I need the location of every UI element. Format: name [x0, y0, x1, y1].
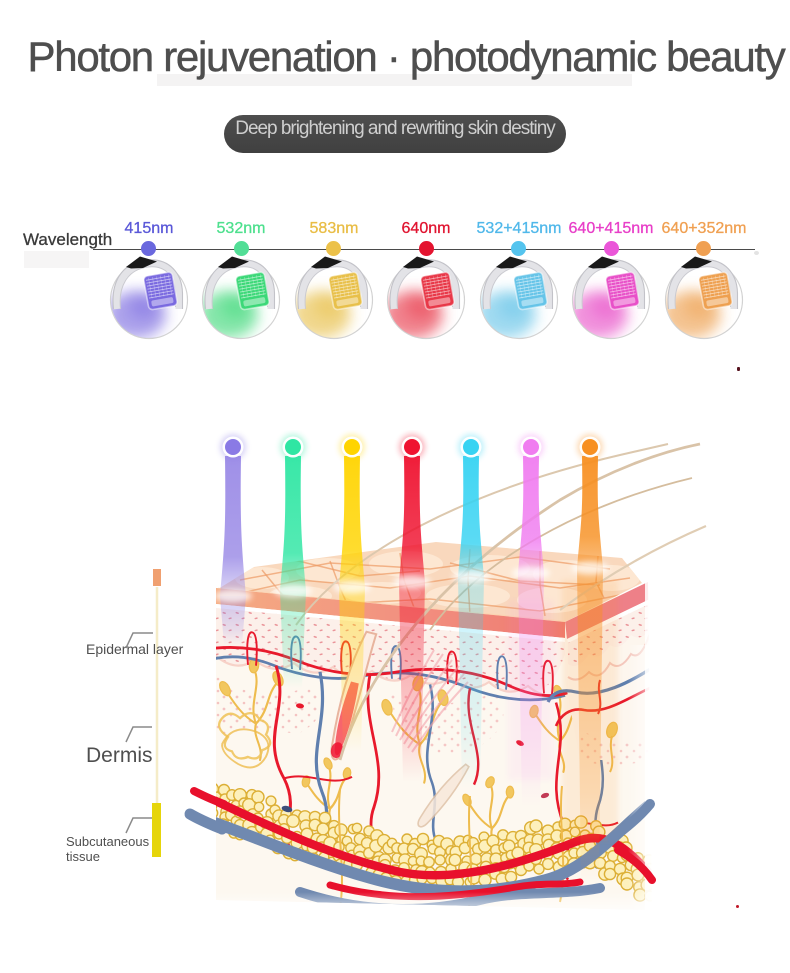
- svg-text:tissue: tissue: [66, 849, 100, 864]
- svg-text:Epidermal layer: Epidermal layer: [86, 641, 184, 657]
- svg-text:Dermis: Dermis: [86, 744, 153, 767]
- svg-text:Subcutaneous: Subcutaneous: [66, 834, 150, 849]
